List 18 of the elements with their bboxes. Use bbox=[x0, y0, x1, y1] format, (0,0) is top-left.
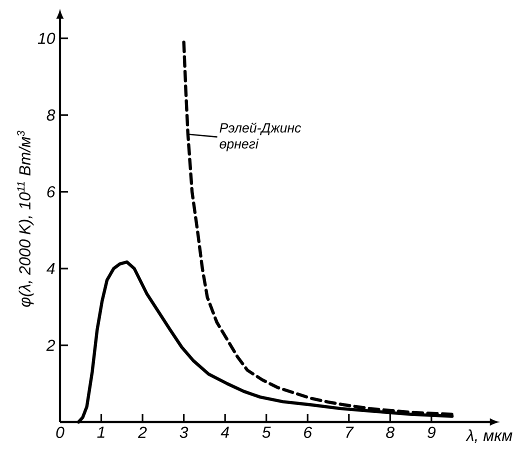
y-tick-label: 2 bbox=[46, 340, 56, 351]
y-tick-label: 6 bbox=[47, 186, 56, 198]
x-tick-label: 8 bbox=[386, 426, 395, 438]
x-tick-label: 1 bbox=[97, 426, 104, 438]
x-tick-label: 5 bbox=[262, 426, 271, 438]
x-axis-title: λ, мкм bbox=[466, 429, 512, 444]
y-tick-label: 4 bbox=[46, 263, 55, 274]
annotation: Рэлей-Джинс өрнегі bbox=[220, 122, 302, 152]
x-tick-label: 9 bbox=[428, 426, 436, 438]
x-tick-label: 7 bbox=[346, 426, 354, 438]
y-tick-label: 10 bbox=[38, 32, 56, 44]
x-tick-label: 0 bbox=[56, 426, 64, 438]
y-tick-label: 8 bbox=[46, 109, 56, 121]
x-tick-label: 3 bbox=[180, 426, 188, 438]
x-tick-label: 6 bbox=[304, 426, 312, 438]
y-axis-title: φ(λ, 2000 K), 10$^{11}$ Вт/м$^{3}$ bbox=[17, 130, 34, 307]
x-tick-label: 2 bbox=[138, 426, 147, 438]
x-tick-label: 4 bbox=[220, 426, 229, 438]
